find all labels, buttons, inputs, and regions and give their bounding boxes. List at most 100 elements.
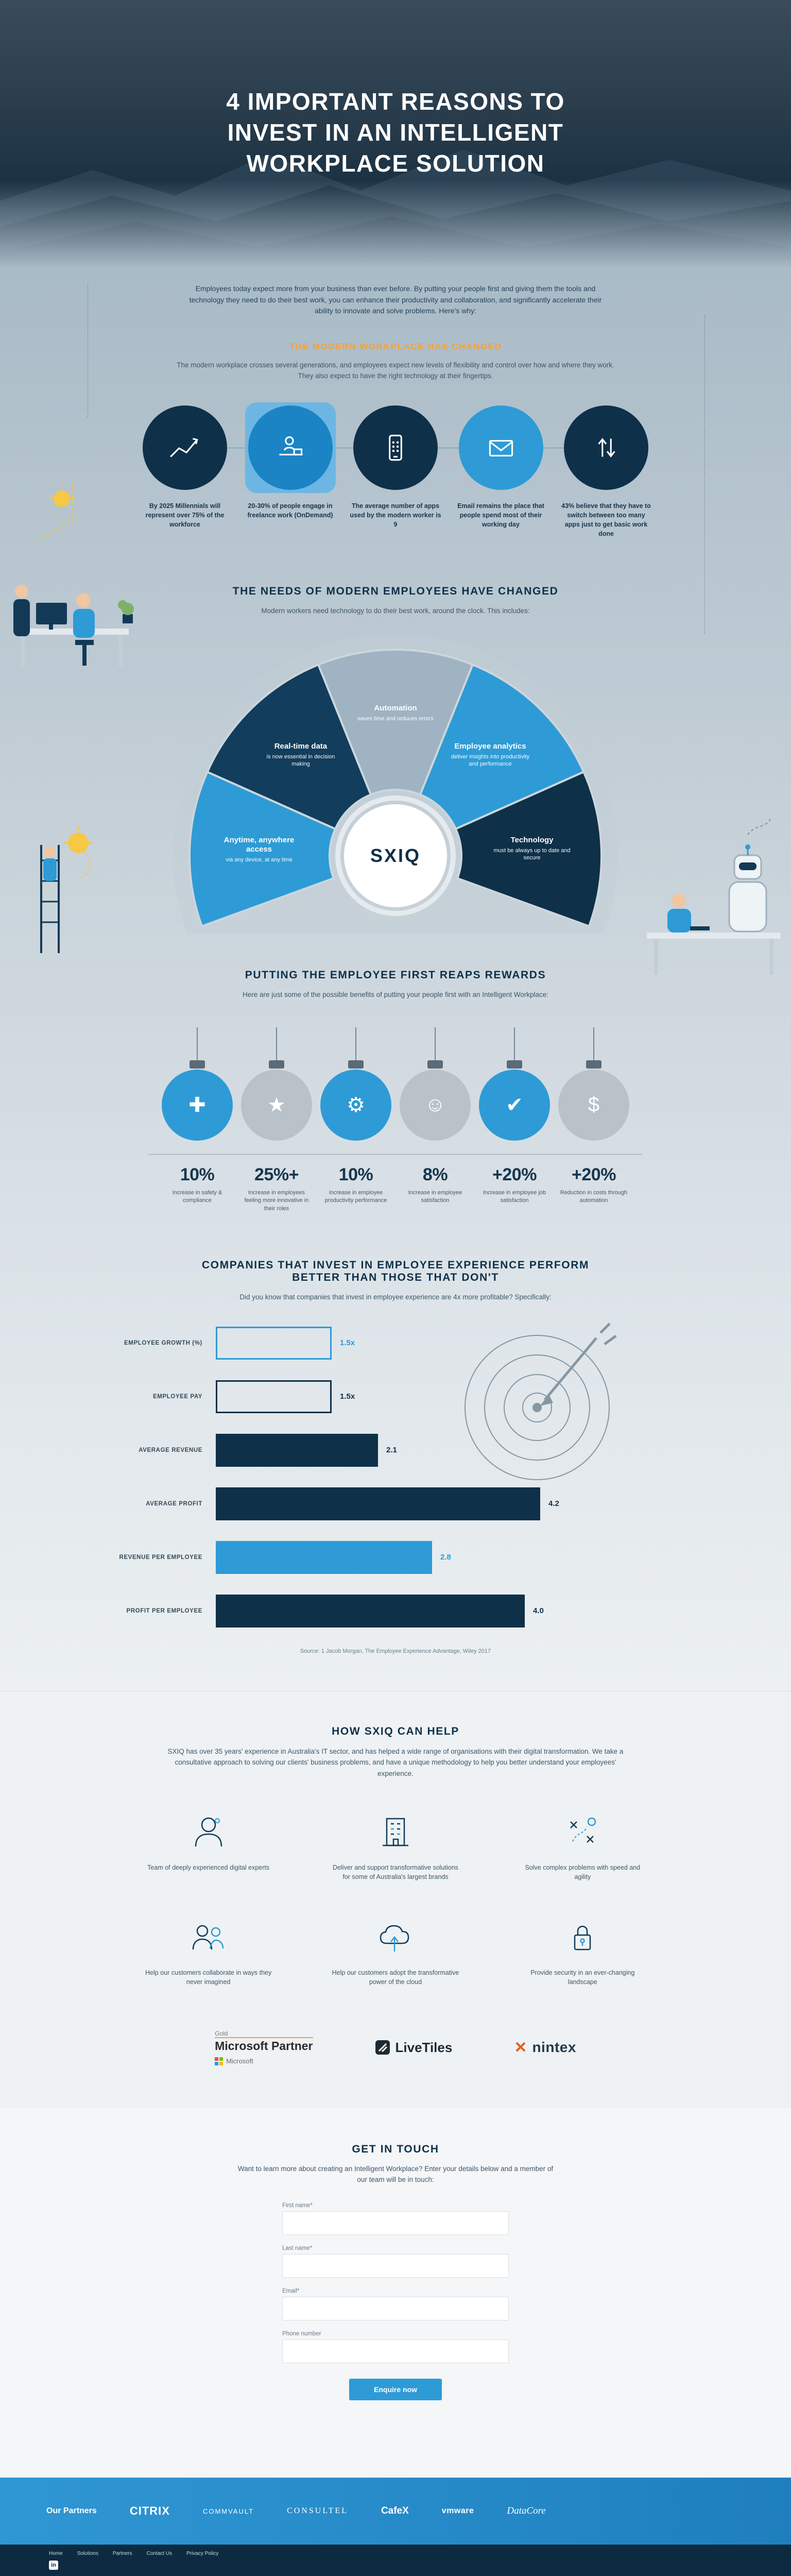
stat-text: By 2025 Millennials will represent over … — [145, 502, 225, 529]
microsoft-brand: Microsoft — [215, 2057, 313, 2065]
reward-label: Increase in employee job satisfaction — [483, 1189, 546, 1204]
stat-text: 43% believe that they have to switch bet… — [561, 502, 651, 538]
chart-subtitle: Did you know that companies that invest … — [239, 1293, 552, 1301]
hero-section: 4 IMPORTANT REASONS TO INVEST IN AN INTE… — [0, 0, 791, 268]
linkedin-icon[interactable]: in — [49, 2561, 58, 2570]
workplace-stats-row: By 2025 Millennials will represent over … — [138, 402, 653, 545]
footer-link-home[interactable]: Home — [49, 2551, 63, 2557]
phone-number-input[interactable] — [282, 2340, 509, 2364]
get-in-touch-body: Want to learn more about creating an Int… — [237, 2164, 554, 2183]
chart-title: COMPANIES THAT INVEST IN EMPLOYEE EXPERI… — [201, 1259, 590, 1283]
digital-expert-icon — [195, 1817, 222, 1846]
rewards-baseline — [148, 1154, 643, 1155]
contact-form: First name* Last name* Email* Phone number E… — [282, 2202, 509, 2401]
get-in-touch-title: GET IN TOUCH — [352, 2143, 439, 2155]
livetiles-logo: LiveTiles — [375, 2040, 452, 2056]
smartphone-apps-icon — [389, 434, 402, 461]
stat-app-switching: 43% believe that they have to switch bet… — [559, 405, 653, 545]
microsoft-squares-icon — [215, 2057, 223, 2065]
footer-link-privacy-policy[interactable]: Privacy Policy — [186, 2551, 219, 2557]
shield-icon: ✚ — [162, 1069, 233, 1141]
need-wedge-anytime-anywhere-access — [188, 770, 337, 928]
stat-email: Email remains the place that people spen… — [454, 405, 548, 545]
reward-value: 8% — [422, 1164, 448, 1184]
cloud-icon — [380, 1925, 409, 1952]
last-name-input[interactable] — [282, 2254, 509, 2278]
needs-title: THE NEEDS OF MODERN EMPLOYEES HAVE CHANG… — [232, 585, 559, 597]
center-ring — [335, 795, 456, 916]
reward-stat: 8% Increase in employee satisfaction — [396, 1165, 475, 1213]
email-input[interactable] — [282, 2297, 509, 2321]
workforce-chart-icon — [170, 437, 198, 457]
capability-problem-solving: Solve complex problems with speed and ag… — [497, 1808, 668, 1889]
app-switch-icon — [598, 437, 615, 457]
nintex-label: nintex — [532, 2039, 576, 2056]
modern-workplace-title: THE MODERN WORKPLACE HAS CHANGED — [289, 342, 502, 352]
sxiq-logo: SXIQ — [370, 845, 421, 866]
reward-label: Increase in employee productivity perfor… — [324, 1189, 387, 1204]
stat-circle — [248, 405, 333, 490]
needs-subtitle: Modern workers need technology to do the… — [261, 606, 530, 615]
livetiles-tile-icon — [375, 2040, 390, 2055]
rewards-bulbs-row: ✚ ★ ⚙ ☺ ✔ $ — [0, 1027, 791, 1141]
idea-head-icon: ★ — [241, 1069, 312, 1141]
footer-links: Home Solutions Partners Contact Us Privacy P… — [49, 2551, 791, 2556]
reward-bulb: $ — [554, 1027, 633, 1141]
footer-partner-logo-commvault: COMMVAULT — [202, 2507, 254, 2515]
chart-value-label: 2.1 — [386, 1446, 397, 1455]
bulb-base — [427, 1060, 443, 1069]
footer-partner-logo-citrix: CITRIX — [129, 2504, 170, 2518]
capability-experts: Team of deeply experienced digital exper… — [123, 1808, 294, 1889]
freelancer-desk-icon — [279, 436, 303, 455]
reward-stat: 25%+ Increase in employees feeling more i… — [237, 1165, 316, 1213]
nintex-x-icon: ✕ — [514, 2039, 527, 2056]
footer-link-solutions[interactable]: Solutions — [77, 2551, 98, 2557]
need-wedge-technology — [454, 770, 603, 928]
footer-link-contact-us[interactable]: Contact Us — [146, 2551, 173, 2557]
stat-apps: The average number of apps used by the m… — [349, 405, 442, 545]
page-title: 4 IMPORTANT REASONS TO INVEST IN AN INTE… — [226, 88, 565, 177]
reward-bulb: ✔ — [475, 1027, 554, 1141]
email-icon — [489, 439, 513, 456]
chart-value-label: 2.8 — [440, 1553, 451, 1562]
collaboration-icon — [192, 1925, 223, 1950]
needs-fan-svg: SXIQ — [173, 633, 618, 1078]
bulb-base — [507, 1060, 522, 1069]
first-name-input[interactable] — [282, 2211, 509, 2235]
bulb-cord — [514, 1027, 515, 1060]
enquire-button[interactable]: Enquire now — [349, 2379, 442, 2401]
reward-value: +20% — [572, 1164, 616, 1184]
footer-bar: Home Solutions Partners Contact Us Privacy P… — [0, 2545, 791, 2576]
reward-stat: 10% Increase in employee productivity per… — [316, 1165, 396, 1213]
bulb-cord — [276, 1027, 277, 1060]
form-field: Last name* — [282, 2245, 509, 2278]
chart-bar — [216, 1594, 525, 1628]
illustration-team-left — [13, 484, 134, 667]
nintex-logo: ✕ nintex — [514, 2039, 576, 2057]
field-label: Last name* — [282, 2245, 313, 2252]
partner-logos-row: Gold Microsoft Partner Microsoft LiveTil… — [0, 2030, 791, 2107]
chart-bar — [216, 1433, 378, 1467]
stat-text: The average number of apps used by the m… — [350, 502, 441, 529]
chart-category-label: EMPLOYEE PAY — [152, 1393, 202, 1400]
reward-stat: +20% Increase in employee job satisfactio… — [475, 1165, 554, 1213]
bulb-base — [348, 1060, 364, 1069]
get-in-touch-section: GET IN TOUCH Want to learn more about cr… — [0, 2106, 791, 2478]
reward-label: Increase in employees feeling more innov… — [244, 1189, 309, 1212]
main-body: Employees today expect more from your bu… — [0, 268, 791, 1691]
reward-value: 10% — [180, 1164, 215, 1184]
chart-source: Source: 1 Jacob Morgan, The Employee Exp… — [300, 1648, 491, 1654]
capability-text: Provide security in an ever-changing lan… — [530, 1969, 635, 1986]
reward-bulb: ★ — [237, 1027, 316, 1141]
field-label: First name* — [282, 2202, 313, 2209]
security-lock-icon — [574, 1925, 591, 1950]
need-wedge-employee-analytics — [419, 663, 586, 831]
reward-value: 25%+ — [254, 1164, 299, 1184]
reward-stat: +20% Reduction in costs through automatio… — [554, 1165, 633, 1213]
stat-text: 20-30% of people engage in freelance wor… — [247, 502, 333, 519]
reward-bulb: ☺ — [396, 1027, 475, 1141]
capability-security: Provide security in an ever-changing lan… — [497, 1913, 668, 1994]
footer-link-partners[interactable]: Partners — [112, 2551, 132, 2557]
chart-value-label: 1.5x — [340, 1392, 355, 1401]
